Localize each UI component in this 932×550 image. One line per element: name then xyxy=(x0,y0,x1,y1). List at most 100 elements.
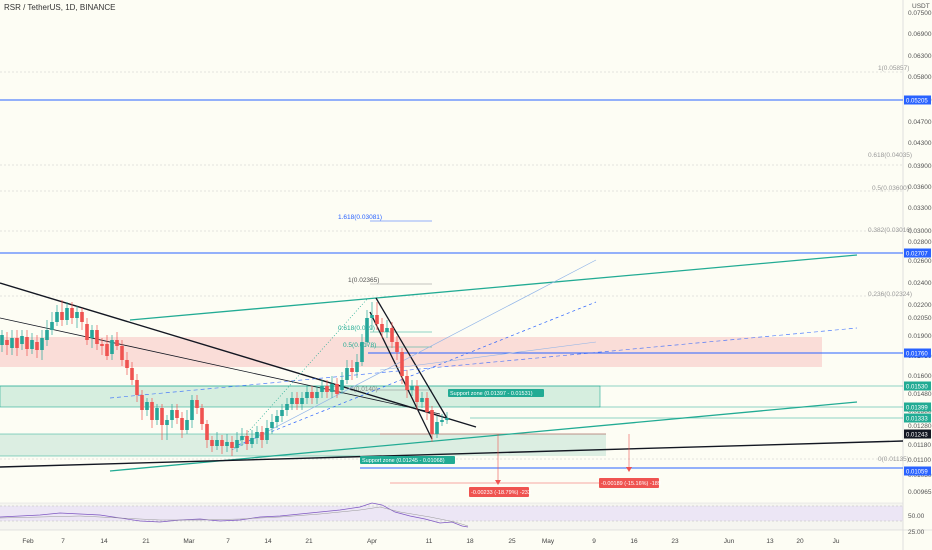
measure-arrow-1 xyxy=(495,480,501,485)
candle xyxy=(365,310,369,346)
price-tag: 0.02707 xyxy=(906,251,928,257)
fib-minor-0: 0(0.0140) xyxy=(350,386,378,393)
candle xyxy=(60,300,64,326)
candle xyxy=(275,410,279,428)
candle xyxy=(270,414,274,434)
price-tag-box xyxy=(904,402,931,412)
candle xyxy=(305,386,309,404)
candle xyxy=(35,335,39,358)
price-tag: 0.05205 xyxy=(906,98,928,104)
candle xyxy=(355,354,359,378)
price-axis-label: 0.05800 xyxy=(908,74,932,81)
price-axis-label: 50.00 xyxy=(908,513,925,520)
parallel-line-thin-1[interactable] xyxy=(231,259,597,451)
price-axis-label: 0.02200 xyxy=(908,302,932,309)
candle xyxy=(180,412,184,438)
time-axis-label: 20 xyxy=(796,538,804,545)
parallel-line-thin-3[interactable] xyxy=(379,341,597,371)
candle xyxy=(310,386,314,404)
candle xyxy=(245,430,249,450)
price-axis-label: 0.01100 xyxy=(908,457,931,464)
parallel-line-dashed[interactable] xyxy=(109,327,858,399)
time-axis-label: 21 xyxy=(305,538,313,545)
long-support-trendline[interactable] xyxy=(0,440,904,468)
candle xyxy=(425,392,429,420)
measure-label-1: -0.00233 (-18.79%) -233 xyxy=(471,490,531,496)
candle xyxy=(150,398,154,428)
candle xyxy=(105,335,109,360)
price-axis-label: 0.02050 xyxy=(908,315,932,322)
time-axis-label: 9 xyxy=(592,538,596,545)
candle xyxy=(90,325,94,348)
candle xyxy=(110,335,114,360)
candle xyxy=(280,404,284,422)
candle xyxy=(395,336,399,360)
candle xyxy=(15,330,19,356)
candle xyxy=(300,392,304,410)
time-axis-label: Mar xyxy=(183,538,195,545)
time-axis-label: 18 xyxy=(466,538,474,545)
price-axis-label: 0.04700 xyxy=(908,119,932,126)
symbol-title: RSR / TetherUS, 1D, BINANCE xyxy=(4,3,116,12)
candle xyxy=(400,348,404,384)
candle xyxy=(430,406,434,442)
candle xyxy=(235,432,239,452)
descending-trendline-secondary[interactable] xyxy=(0,317,441,415)
time-axis-label: Apr xyxy=(367,538,378,545)
fib-minor-05: 0.5(0.0178) xyxy=(343,342,376,349)
candle xyxy=(70,302,74,324)
candle xyxy=(0,330,4,352)
candle xyxy=(230,436,234,456)
candle xyxy=(80,308,84,330)
fib-label-0382: 0.382(0.03016) xyxy=(868,227,912,234)
time-axis-label: 25 xyxy=(508,538,516,545)
price-axis-label: 25.00 xyxy=(908,529,925,536)
parallel-line-thin-2[interactable] xyxy=(237,301,597,446)
candle xyxy=(385,320,389,338)
measure-arrow-2 xyxy=(626,467,632,472)
time-axis-label: Jun xyxy=(724,538,735,545)
price-axis-label: 0.02800 xyxy=(908,239,932,246)
price-axis[interactable]: 0.075000.069000.063000.058000.052000.047… xyxy=(908,10,932,536)
candle xyxy=(100,338,104,355)
candle xyxy=(410,380,414,396)
candle xyxy=(345,360,349,384)
candle xyxy=(140,390,144,420)
time-axis-label: 7 xyxy=(226,538,230,545)
price-axis-label: 0.00965 xyxy=(908,489,932,496)
price-axis-label: 0.01180 xyxy=(908,442,931,449)
time-axis[interactable]: Feb 7 14 21 Mar 7 14 21 Apr 11 18 25 May 9 16 23 Jun 13 20… xyxy=(22,538,839,545)
time-axis-label: 16 xyxy=(630,538,638,545)
candle xyxy=(55,305,59,326)
candle xyxy=(220,435,224,454)
price-tag: 0.01760 xyxy=(906,351,928,357)
rsi-line xyxy=(0,502,469,528)
dotted-rise-line[interactable] xyxy=(231,297,369,451)
lower-channel-line[interactable] xyxy=(109,401,858,472)
candle xyxy=(420,392,424,408)
fib-minor-1618: 1.618(0.03081) xyxy=(338,214,382,221)
price-axis-label: 0.01480 xyxy=(908,391,932,398)
descending-trendline-main[interactable] xyxy=(0,282,477,428)
candle xyxy=(50,312,54,335)
candle xyxy=(210,436,214,452)
price-axis-label: 0.06900 xyxy=(908,31,932,38)
candlestick-series[interactable] xyxy=(0,300,449,456)
candle xyxy=(390,322,394,348)
candle xyxy=(190,395,194,428)
candle xyxy=(75,306,79,328)
time-axis-label: Ju xyxy=(833,538,840,545)
price-tags: 0.05205 0.02707 0.01760 0.01530 0.01399 0.013… xyxy=(904,95,931,476)
price-tag-box xyxy=(904,413,931,423)
resistance-zone[interactable] xyxy=(0,337,822,367)
price-tag: 0.01243 xyxy=(906,432,928,438)
wedge-upper-line[interactable] xyxy=(375,297,449,421)
fib-retracement-major[interactable] xyxy=(0,71,903,460)
rsi-ma-line xyxy=(0,506,469,527)
time-axis-label: 14 xyxy=(100,538,108,545)
price-axis-label: 0.01900 xyxy=(908,333,932,340)
candle xyxy=(435,416,439,438)
upper-channel-line[interactable] xyxy=(129,254,858,321)
fib-label-0618: 0.618(0.04035) xyxy=(868,152,912,159)
